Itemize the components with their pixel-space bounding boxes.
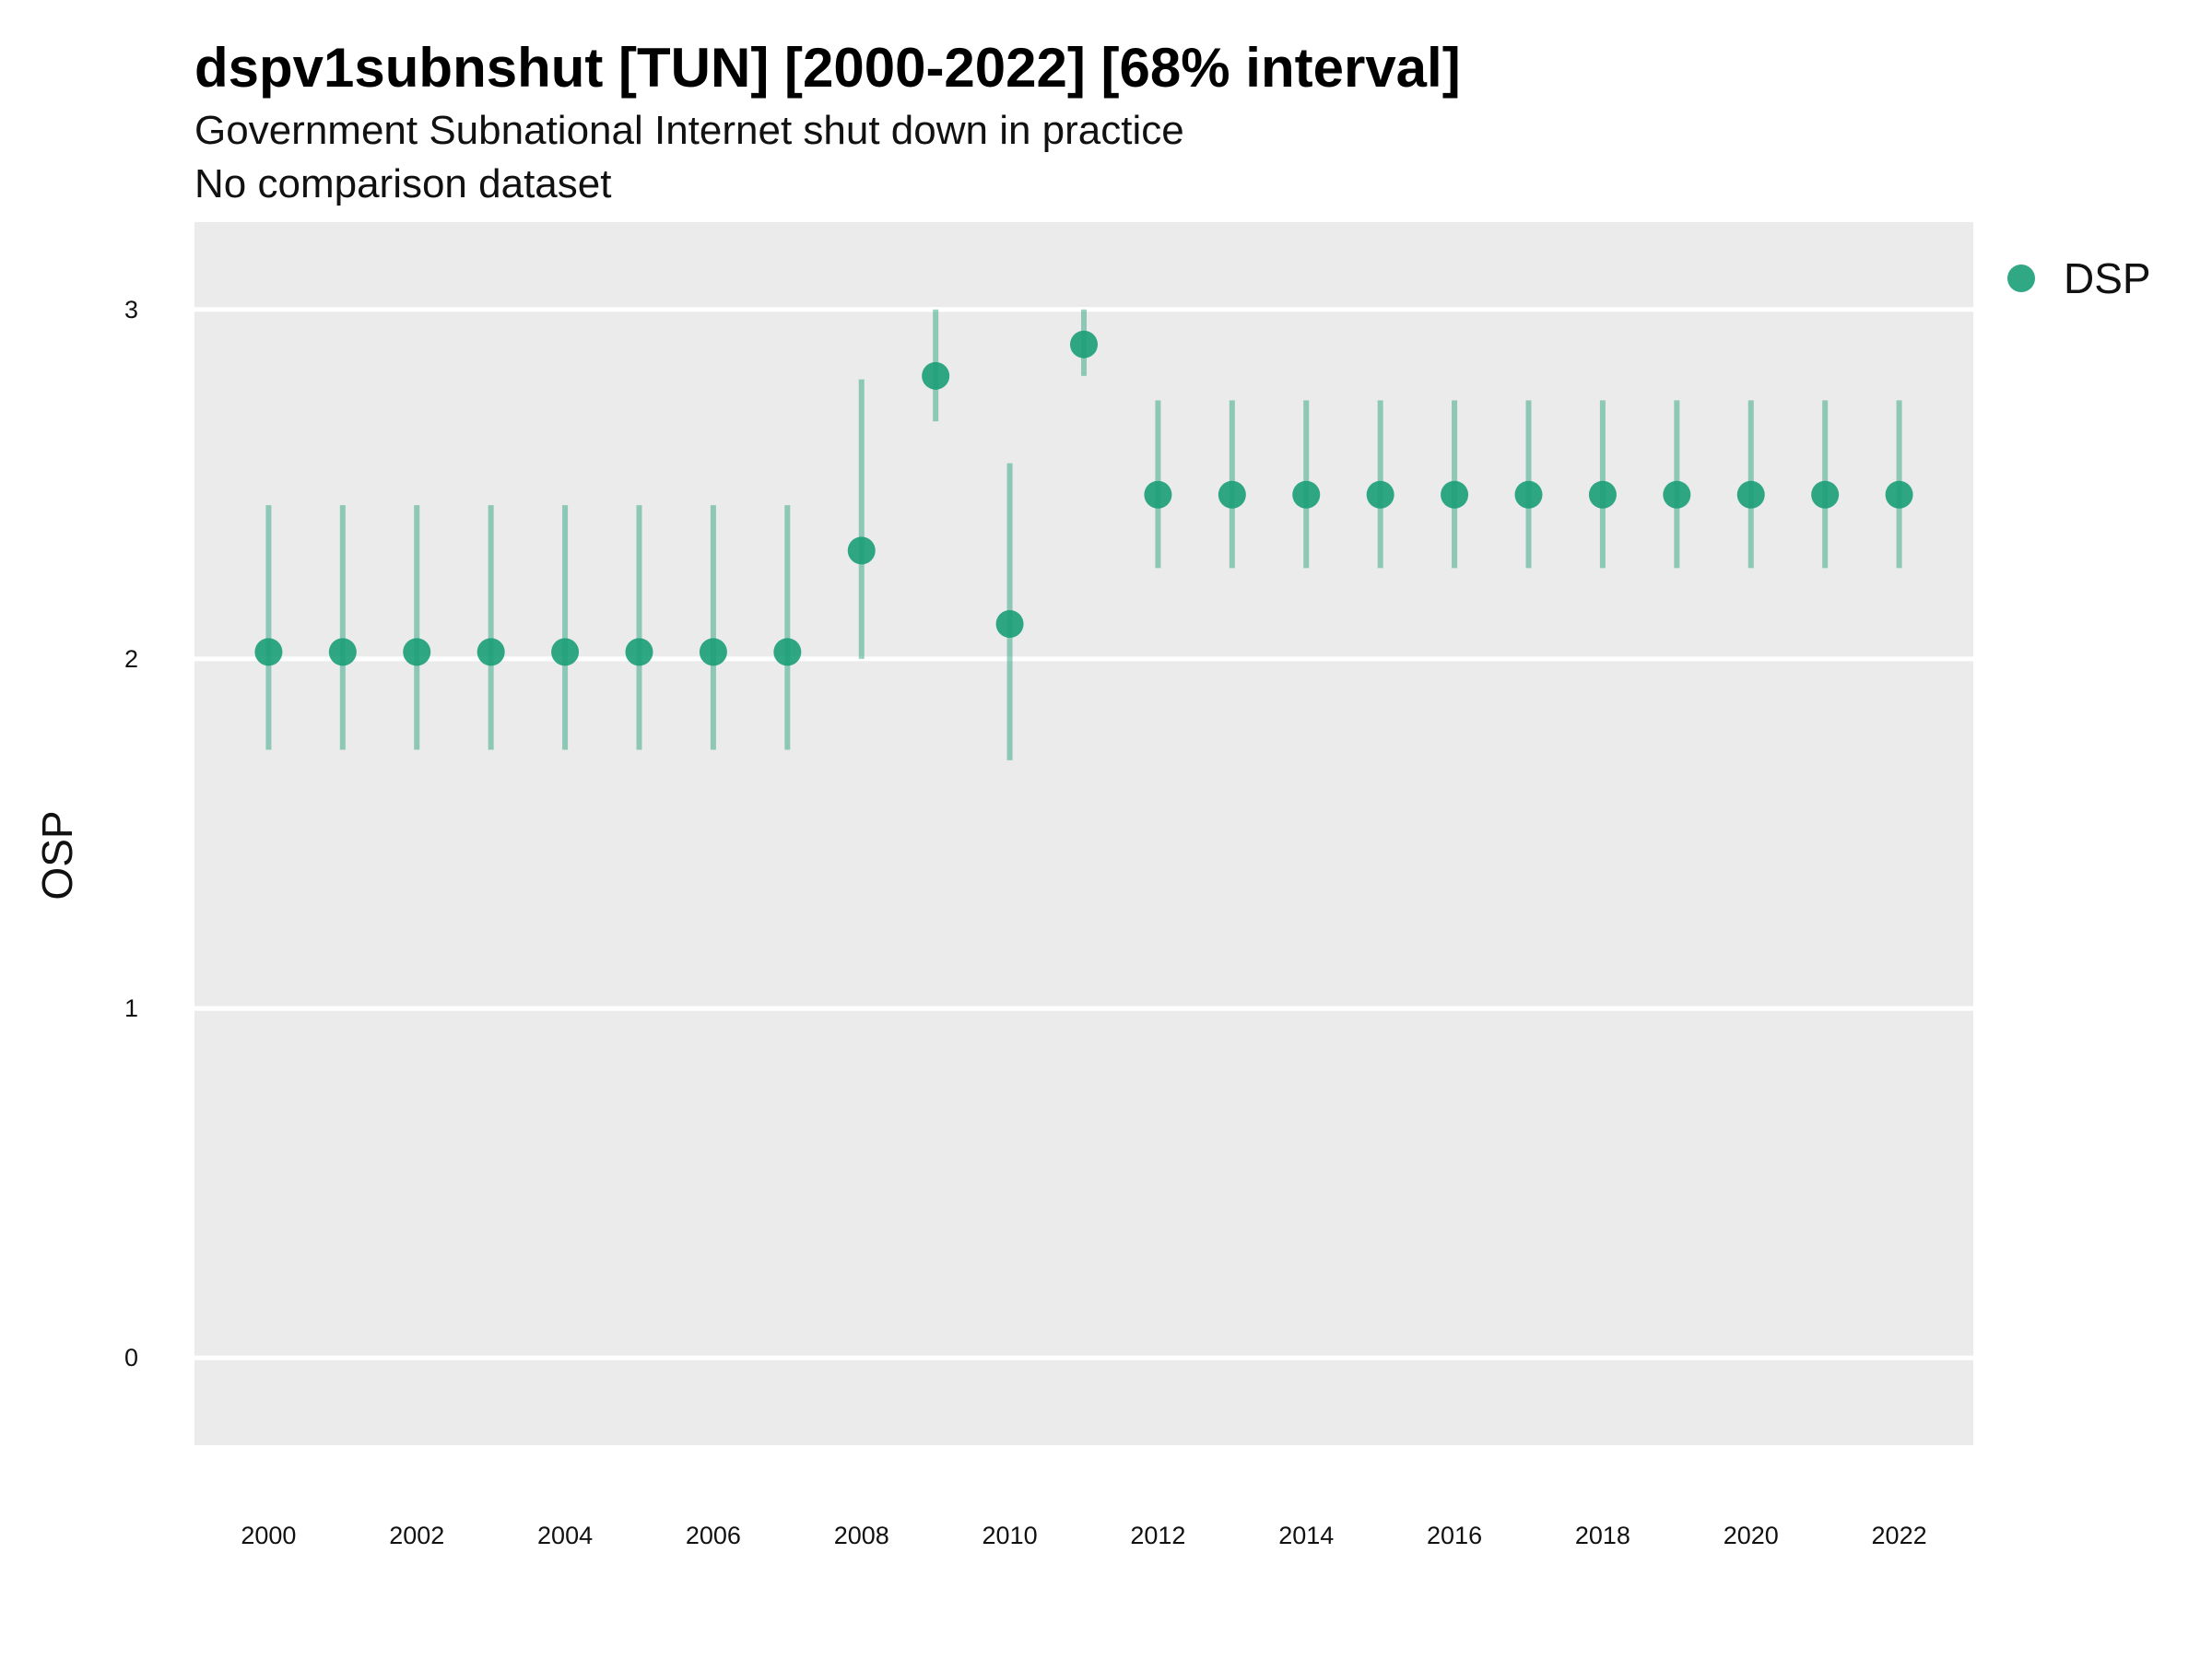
x-tick-label-2000: 2000	[241, 1522, 296, 1549]
x-tick-label-2002: 2002	[389, 1522, 444, 1549]
point-dsp-2001	[328, 638, 357, 666]
point-dsp-2021	[1811, 480, 1840, 509]
x-tick-label-2012: 2012	[1130, 1522, 1185, 1549]
point-dsp-2007	[773, 638, 802, 666]
chart-title: dspv1subnshut [TUN] [2000-2022] [68% int…	[194, 37, 1461, 99]
point-dsp-2002	[403, 638, 431, 666]
x-tick-label-2014: 2014	[1278, 1522, 1334, 1549]
x-tick-label-2006: 2006	[686, 1522, 741, 1549]
point-dsp-2005	[625, 638, 653, 666]
legend-swatch-dsp	[2007, 265, 2035, 292]
point-dsp-2006	[699, 638, 727, 666]
y-axis-ticks: 0 1 2 3	[124, 296, 138, 1371]
chart-subtitle: Government Subnational Internet shut dow…	[194, 108, 1184, 153]
y-tick-label-3: 3	[124, 296, 138, 324]
x-tick-label-2016: 2016	[1427, 1522, 1482, 1549]
point-dsp-2015	[1366, 480, 1394, 509]
point-dsp-2014	[1292, 480, 1321, 509]
point-dsp-2004	[551, 638, 580, 666]
x-tick-label-2010: 2010	[982, 1522, 1038, 1549]
point-dsp-2019	[1663, 480, 1691, 509]
x-tick-label-2022: 2022	[1872, 1522, 1927, 1549]
x-tick-label-2020: 2020	[1724, 1522, 1779, 1549]
y-axis-label: OSP	[33, 810, 81, 900]
x-axis-ticks: 2000 2002 2004 2006 2008 2010 2012 2014 2016 2018…	[241, 1522, 1926, 1549]
point-dsp-2013	[1218, 480, 1246, 509]
point-dsp-2017	[1514, 480, 1543, 509]
y-tick-label-1: 1	[124, 994, 138, 1022]
point-dsp-2010	[995, 610, 1024, 639]
point-dsp-2016	[1441, 480, 1469, 509]
x-tick-label-2008: 2008	[834, 1522, 889, 1549]
point-dsp-2008	[847, 536, 876, 565]
data-points	[254, 330, 1913, 666]
x-tick-label-2018: 2018	[1575, 1522, 1630, 1549]
x-tick-label-2004: 2004	[537, 1522, 593, 1549]
point-dsp-2020	[1736, 480, 1765, 509]
y-tick-label-0: 0	[124, 1344, 138, 1371]
plot-panel	[194, 222, 1973, 1445]
legend: DSP	[2007, 254, 2151, 302]
point-dsp-2011	[1070, 330, 1098, 359]
point-dsp-2012	[1144, 480, 1172, 509]
chart-subtitle-comparison: No comparison dataset	[194, 161, 611, 206]
y-tick-label-2: 2	[124, 645, 138, 673]
point-dsp-2018	[1588, 480, 1617, 509]
point-dsp-2003	[477, 638, 505, 666]
point-dsp-2009	[922, 361, 950, 390]
point-dsp-2000	[254, 638, 283, 666]
point-dsp-2022	[1885, 480, 1913, 509]
legend-label-dsp: DSP	[2064, 254, 2151, 302]
